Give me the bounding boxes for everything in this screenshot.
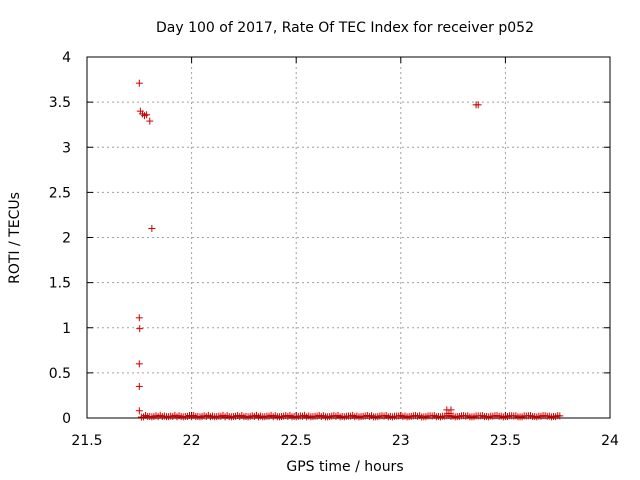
x-tick-label: 21.5	[71, 433, 102, 449]
y-tick-label: 3.5	[49, 95, 71, 111]
x-tick-label: 22	[183, 433, 201, 449]
data-point	[135, 314, 143, 322]
data-point	[136, 325, 144, 333]
x-tick-label: 24	[601, 433, 619, 449]
x-tick-label: 22.5	[281, 433, 312, 449]
data-point	[445, 409, 453, 417]
y-axis-label: ROTI / TECUs	[7, 192, 23, 284]
data-point	[135, 79, 143, 87]
grid-lines	[87, 57, 610, 418]
data-point	[143, 111, 151, 119]
y-tick-label: 2	[62, 231, 71, 247]
chart-title: Day 100 of 2017, Rate Of TEC Index for r…	[156, 20, 534, 36]
y-tick-label: 0.5	[49, 366, 71, 382]
data-point	[135, 382, 143, 390]
x-tick-label: 23.5	[490, 433, 521, 449]
data-point	[447, 406, 455, 414]
y-tick-label: 2.5	[49, 185, 71, 201]
data-point	[148, 224, 156, 232]
x-axis-label: GPS time / hours	[286, 459, 403, 475]
data-point	[556, 412, 564, 420]
data-point	[135, 407, 143, 415]
data-point	[474, 101, 482, 109]
y-tick-label: 0	[62, 411, 71, 427]
x-tick-label: 23	[392, 433, 410, 449]
y-tick-label: 1	[62, 321, 71, 337]
data-point	[135, 360, 143, 368]
y-tick-label: 3	[62, 140, 71, 156]
y-tick-label: 1.5	[49, 276, 71, 292]
data-point	[137, 413, 145, 421]
data-points	[135, 79, 564, 421]
data-point	[146, 117, 154, 125]
y-tick-label: 4	[62, 50, 71, 66]
